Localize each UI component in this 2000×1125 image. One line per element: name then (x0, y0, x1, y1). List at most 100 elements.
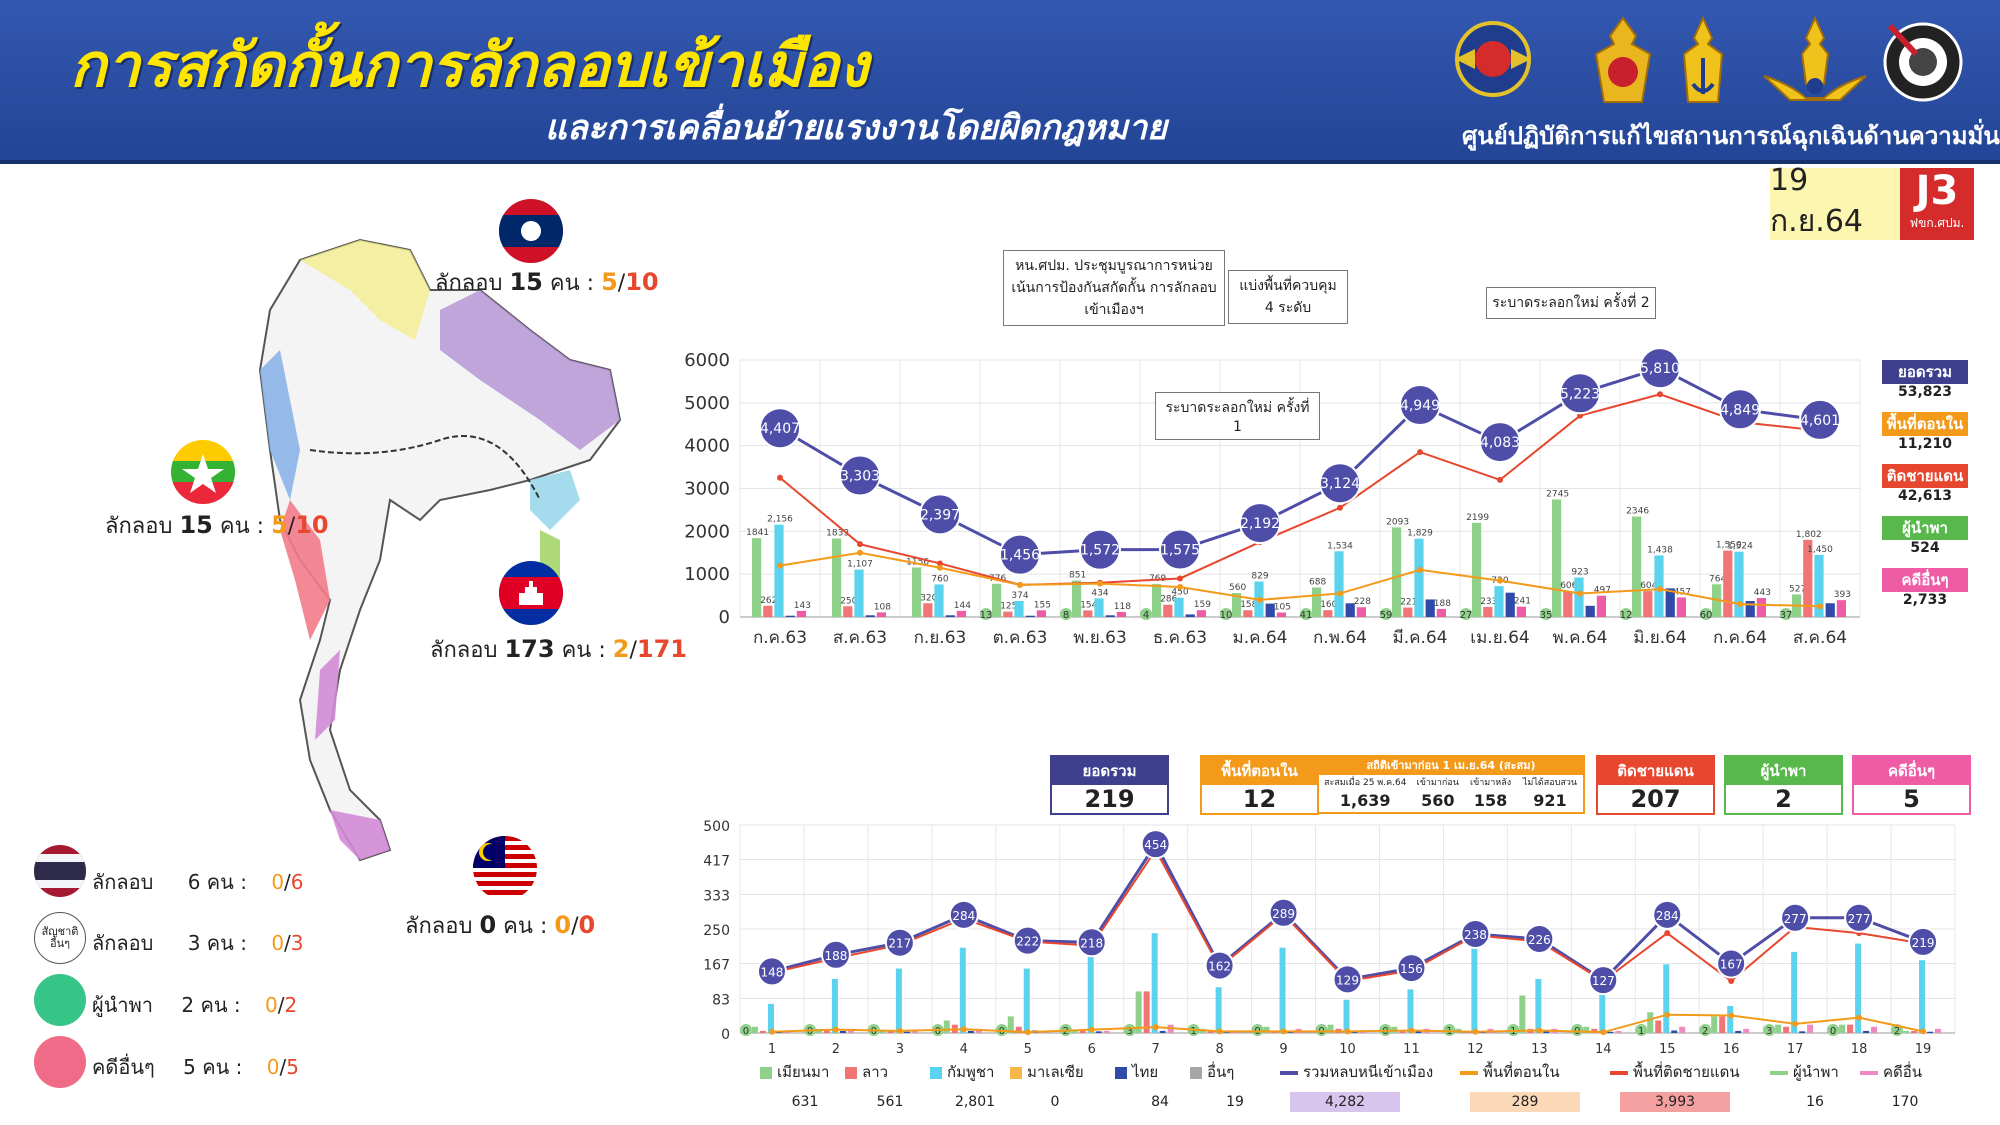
bar-label: 159 (1194, 600, 1211, 610)
daily-chart-legend: เมียนมา 631 ลาว 561 กัมพูชา 2,801 มาเลเซีย 0 ไทย… (760, 1060, 1960, 1120)
bar-คดีอื่นๆ (1036, 610, 1046, 617)
total-bubble-label: 4,083 (1480, 435, 1520, 451)
total-bubble (1460, 918, 1491, 949)
bar-เมียนมา (1775, 1024, 1782, 1033)
line-point (1817, 603, 1823, 610)
bar-label: 764 (1709, 574, 1726, 584)
bar-label: 2199 (1466, 513, 1489, 523)
malaysia-count: ลักลอบ 0 คน : 0/0 (405, 911, 596, 939)
malaysia-sep: : (539, 914, 548, 939)
summary-total-label: ยอดรวม (1052, 757, 1167, 785)
legend-item: ลาว (845, 1060, 888, 1084)
j3-code: J3 (1915, 168, 1959, 214)
bar-ไทย (865, 615, 875, 617)
bar-กัมพูชา (895, 968, 902, 1033)
line-point (1472, 1028, 1479, 1035)
bar-ไทย (1095, 1031, 1102, 1033)
line-point (1577, 590, 1583, 597)
bar-label: 160 (1320, 600, 1337, 610)
total-bubble-label: 127 (1592, 974, 1615, 988)
stat-othercase-count: 5 (183, 1055, 196, 1079)
bar-ลาว (1163, 604, 1173, 617)
page-subtitle: และการเคลื่อนย้ายแรงงานโดยผิดกฎหมาย (545, 108, 1167, 148)
bar-คดีอื่นๆ (876, 612, 886, 617)
bar-ลาว (1911, 1030, 1918, 1033)
legend-item: ไทย (1115, 1060, 1158, 1084)
bar-คดีอื่นๆ (1836, 600, 1846, 617)
total-bubble (1524, 923, 1555, 954)
j3-badge: J3 ฟขก.ศปม. (1900, 168, 1974, 240)
navy-emblem-icon (1682, 15, 1724, 103)
summary-border-box: ติดชายแดน 207 (1596, 755, 1715, 815)
bar-ไทย (1735, 1030, 1742, 1033)
bar-คดีอื่น (1871, 1026, 1878, 1033)
total-bubble-label: 1,575 (1160, 543, 1200, 559)
bar-กัมพูชา (1599, 991, 1606, 1033)
bar-เมียนมา (943, 1020, 950, 1033)
bar-กัมพูชา (1151, 933, 1158, 1033)
total-bubble (1652, 899, 1683, 930)
legend-total-label: ยอดรวม (1882, 360, 1968, 384)
bar-คดีอื่นๆ (1516, 606, 1526, 617)
stats-col-value-4: 921 (1533, 791, 1567, 810)
bar-label: 497 (1594, 586, 1611, 596)
bar-ไทย (1105, 615, 1115, 617)
cambodia-a: 2 (612, 635, 630, 663)
stat-leader-a: 0 (265, 993, 278, 1017)
legend-label: พื้นที่ตอนใน (1483, 1063, 1560, 1081)
bar-เมียนมา (1007, 1016, 1014, 1033)
x-tick-label: 17 (1787, 1042, 1804, 1055)
line-point (1088, 1026, 1095, 1033)
line-point (1097, 580, 1103, 587)
bar-กัมพูชา (1471, 941, 1478, 1033)
x-tick-label: 19 (1915, 1042, 1932, 1055)
total-bubble (820, 939, 851, 970)
stat-othercase-a: 0 (266, 1055, 280, 1079)
x-tick-label: ก.ค.64 (1713, 628, 1767, 648)
line-point (1408, 1027, 1415, 1034)
header-banner (0, 0, 2000, 164)
legend-label: ลาว (862, 1063, 889, 1081)
bar-กัมพูชา (1855, 943, 1862, 1033)
myanmar-count: ลักลอบ 15 คน : 5/10 (105, 511, 329, 539)
stat-other-a: 0 (271, 931, 285, 955)
bar-label: 374 (1011, 591, 1028, 601)
bar-label: 527 (1789, 584, 1806, 594)
stat-leader-sep: : (233, 993, 241, 1017)
bar-label: 923 (1571, 567, 1588, 577)
laos-northeast-border-region (440, 290, 620, 450)
bar-ไทย (1265, 603, 1275, 617)
legend-label: อื่นๆ (1207, 1063, 1235, 1081)
bar-label: 155 (1034, 600, 1051, 610)
stat-thai-count: 6 (187, 870, 201, 894)
myanmar-label: ลักลอบ (105, 514, 173, 539)
bar-ผู้นำพา (1392, 527, 1402, 617)
summary-total-box: ยอดรวม 219 (1050, 755, 1169, 815)
bar-ไทย (785, 615, 795, 617)
bar-label: 241 (1514, 597, 1531, 607)
stat-other-sep: : (240, 931, 247, 955)
bar-คดีอื่นๆ (1276, 612, 1286, 617)
total-bubble-label: 284 (952, 909, 975, 923)
line-point (1177, 575, 1183, 582)
total-bubble (1588, 965, 1619, 996)
legend-total: 631 (791, 1094, 819, 1110)
bar-label: 1,438 (1647, 545, 1673, 555)
bar-กัมพูชา (1494, 586, 1504, 617)
bar-เมียนมา (1071, 1030, 1078, 1033)
marker-point (1507, 1024, 1520, 1036)
total-bubble-label: 222 (1016, 935, 1039, 949)
bar-กัมพูชา (1535, 978, 1542, 1033)
bar-ไทย (945, 615, 955, 617)
x-tick-label: ส.ค.63 (833, 628, 887, 648)
bar-label: 144 (954, 601, 971, 611)
marker-label: 4 (1143, 610, 1149, 621)
laos-flag-icon (499, 199, 563, 263)
bar-ไทย (1345, 603, 1355, 617)
marker-label: 60 (1700, 610, 1713, 621)
line-point (1856, 1014, 1863, 1021)
bar-label: 1,802 (1796, 530, 1822, 540)
bar-label: 262 (760, 596, 777, 606)
royal-thai-police-emblem-icon (1883, 22, 1963, 102)
marker-label: 0 (871, 1026, 877, 1037)
